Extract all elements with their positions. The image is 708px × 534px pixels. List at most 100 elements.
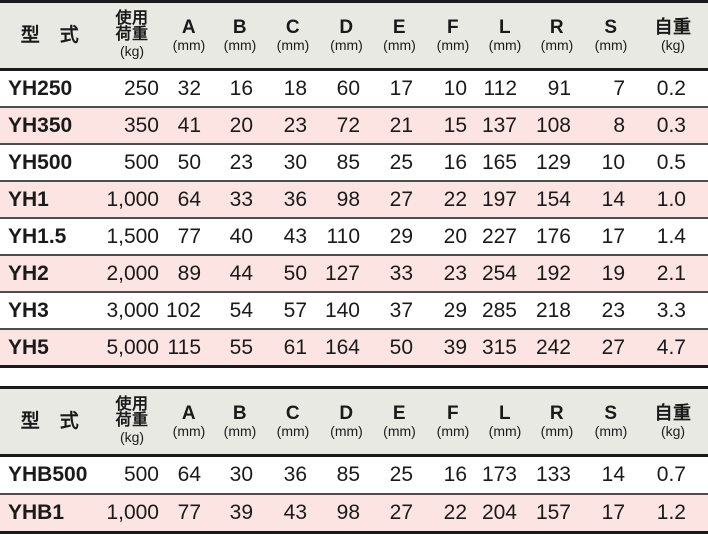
column-header-unit: (kg) [660, 36, 686, 53]
column-header-label: A [181, 16, 197, 38]
column-header-r: R (mm) [530, 1, 584, 71]
column-header-unit: (kg) [660, 422, 686, 439]
column-header-unit: (kg) [119, 429, 145, 445]
value-cell: 133 [535, 463, 571, 486]
column-header-s: S (mm) [584, 387, 638, 457]
model-cell: YH500 [0, 143, 100, 181]
value-cell: 32 [177, 76, 201, 100]
column-header-unit: (mm) [540, 36, 574, 53]
value-cell: 102 [164, 291, 214, 329]
value-cell: 16 [426, 143, 480, 181]
column-header-label: D [339, 402, 354, 424]
column-header-label: L [498, 16, 512, 38]
value-cell: 23 [266, 106, 320, 144]
column-header-label: 型 式 [20, 410, 80, 432]
value-cell: 285 [480, 291, 530, 329]
column-header-a: A (mm) [164, 1, 214, 71]
value-cell: 29 [426, 291, 480, 329]
value-cell: 197 [480, 180, 530, 218]
column-header-unit: (mm) [383, 422, 416, 439]
value-cell: 242 [530, 328, 584, 367]
value-cell: 50 [164, 143, 214, 181]
table-row: YH3 3,000 102 54 57 140 37 29 285 218 23 3.3 [0, 291, 708, 329]
value-cell: 112 [483, 76, 517, 100]
value-cell: 36 [266, 180, 320, 218]
value-cell: 27 [584, 328, 638, 367]
column-header-l: L (mm) [480, 387, 530, 457]
value-cell: 254 [480, 254, 530, 292]
column-header-label: C [285, 16, 301, 38]
value-cell: 17 [389, 76, 413, 100]
value-cell: 0.7 [656, 463, 686, 486]
value-cell: 16 [229, 76, 253, 100]
value-cell: 2,000 [100, 254, 164, 292]
column-header-unit: (mm) [383, 36, 416, 53]
column-header-label: B [232, 16, 248, 38]
value-cell: 250 [123, 76, 159, 100]
value-cell: 4.7 [638, 328, 708, 367]
value-cell: 1,500 [100, 217, 164, 255]
column-header-label: A [181, 402, 197, 424]
column-header-unit: (kg) [119, 43, 145, 59]
value-cell: 77 [164, 217, 214, 255]
value-cell: 129 [530, 143, 584, 181]
table-row: YH1.5 1,500 77 40 43 110 29 20 227 176 17 1.4 [0, 217, 708, 255]
column-header-b: B (mm) [214, 1, 266, 71]
column-header-load: 使用 荷重 (kg) [100, 387, 164, 457]
column-header-label: L [498, 402, 512, 424]
table-row: YH500 500 50 23 30 85 25 16 165 129 10 0.5 [0, 143, 708, 181]
value-cell: 1.4 [638, 217, 708, 255]
value-cell: 64 [177, 463, 201, 486]
column-header-unit: (mm) [436, 36, 470, 53]
value-cell: 50 [373, 328, 426, 367]
model-cell: YH350 [0, 106, 100, 144]
value-cell: 176 [530, 217, 584, 255]
value-cell: 23 [584, 291, 638, 329]
value-cell: 1.0 [638, 180, 708, 218]
value-cell: 10 [443, 76, 467, 100]
value-cell: 173 [481, 463, 517, 486]
value-cell: 218 [530, 291, 584, 329]
column-header-label: D [339, 16, 354, 38]
value-cell: 1,000 [100, 180, 164, 218]
column-header-label: F [446, 16, 460, 38]
value-cell: 25 [389, 463, 413, 486]
value-cell: 30 [266, 143, 320, 181]
column-header-label: F [446, 402, 460, 424]
value-cell: 39 [426, 328, 480, 367]
value-cell: 37 [373, 291, 426, 329]
value-cell: 18 [283, 76, 307, 100]
model-cell: YH2 [0, 254, 100, 292]
model-cell: YH250 [8, 76, 73, 100]
value-cell: 61 [266, 328, 320, 367]
column-header-label: E [392, 16, 407, 38]
value-cell: 15 [426, 106, 480, 144]
column-header-unit: (mm) [330, 36, 363, 53]
value-cell: 25 [373, 143, 426, 181]
model-cell: YH1 [0, 180, 100, 218]
value-cell: 137 [480, 106, 530, 144]
model-cell: YH1.5 [0, 217, 100, 255]
value-cell: 14 [584, 180, 638, 218]
value-cell: 50 [266, 254, 320, 292]
column-header-label: R [549, 16, 565, 38]
column-header-unit: (mm) [594, 36, 628, 53]
column-header-e: E (mm) [373, 387, 426, 457]
value-cell: 115 [164, 328, 214, 367]
column-header-unit: (mm) [330, 422, 363, 439]
value-cell: 23 [214, 143, 266, 181]
value-cell: 500 [100, 143, 164, 181]
value-cell: 165 [480, 143, 530, 181]
column-header-weight: 自重 (kg) [638, 1, 708, 71]
value-cell: 21 [373, 106, 426, 144]
value-cell: 91 [547, 76, 571, 100]
value-cell: 54 [214, 291, 266, 329]
value-cell: 55 [214, 328, 266, 367]
value-cell: 3.3 [638, 291, 708, 329]
value-cell: 5,000 [100, 328, 164, 367]
column-header-label: 荷重 [115, 26, 149, 43]
column-header-c: C (mm) [266, 387, 320, 457]
column-header-label: 自重 [654, 402, 692, 423]
column-header-load: 使用 荷重 (kg) [100, 1, 164, 71]
column-header-unit: (mm) [540, 422, 574, 439]
